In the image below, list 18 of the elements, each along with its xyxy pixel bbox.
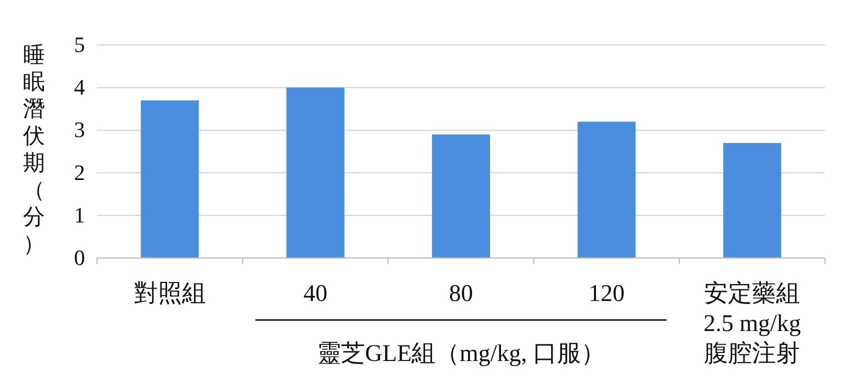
bar xyxy=(286,88,344,258)
text: 靈芝GLE組（mg/kg, 口服） xyxy=(317,341,605,367)
y-tick-label: 3 xyxy=(74,117,85,142)
x-tick-label: 80 xyxy=(449,281,473,307)
y-axis-title: 睡眠潛伏期（分） xyxy=(23,42,45,256)
y-tick-label: 5 xyxy=(74,32,85,57)
x-tick-label: 120 xyxy=(588,281,625,307)
bar xyxy=(140,100,199,258)
x-tick-label: 安定藥組 2.5 mg/kg 腹腔注射 xyxy=(704,280,801,367)
y-tick-label: 0 xyxy=(74,245,85,270)
bar xyxy=(723,142,782,258)
y-tick-label: 2 xyxy=(74,160,85,185)
x-tick-label: 對照組 xyxy=(134,281,206,307)
y-tick-label: 4 xyxy=(74,74,85,100)
x-tick-label: 40 xyxy=(303,281,328,307)
bar xyxy=(432,134,490,258)
bar xyxy=(578,122,636,258)
y-tick-label: 1 xyxy=(74,202,85,228)
